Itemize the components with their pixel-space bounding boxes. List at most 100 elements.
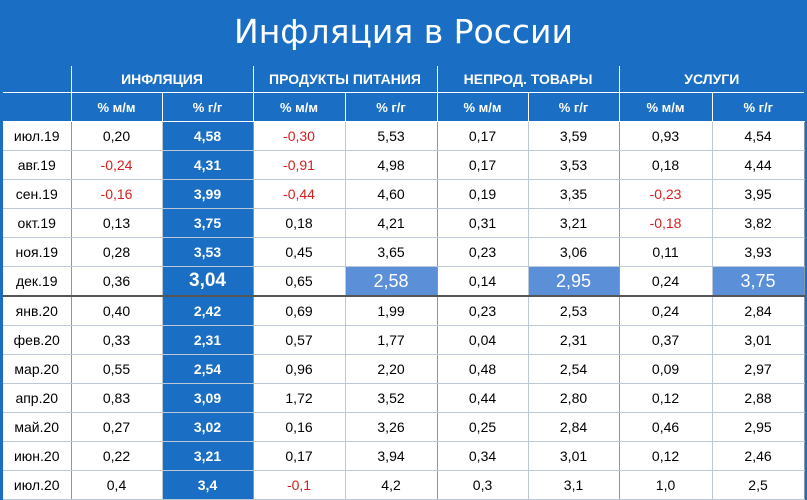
cell-food-mm: 0,45 <box>253 237 346 267</box>
subheader-mm: % м/м <box>619 92 713 122</box>
row-date: авг.19 <box>3 150 72 180</box>
row-date: июл.20 <box>3 470 72 500</box>
cell-inflation-yy: 3,04 <box>162 266 254 297</box>
row-date: янв.20 <box>3 296 72 326</box>
cell-food-yy: 3,94 <box>345 441 438 471</box>
row-date: ноя.19 <box>3 237 72 267</box>
group-header-inflation: ИНФЛЯЦИЯ <box>71 66 254 93</box>
cell-food-mm: 1,72 <box>253 383 346 413</box>
cell-services-yy: 3,93 <box>712 237 805 267</box>
cell-services-mm: 0,11 <box>619 237 713 267</box>
cell-nonfood-mm: 0,14 <box>437 266 529 297</box>
cell-services-mm: 0,93 <box>619 121 713 151</box>
row-date: фев.20 <box>3 325 72 355</box>
cell-nonfood-mm: 0,3 <box>437 470 529 500</box>
row-date: май.20 <box>3 412 72 442</box>
table-row: фев.20 0,33 2,31 0,57 1,77 0,04 2,31 0,37 3,01 <box>3 325 805 355</box>
cell-food-yy: 2,20 <box>345 354 438 384</box>
cell-inflation-mm: 0,36 <box>71 266 163 297</box>
cell-inflation-mm: 0,27 <box>71 412 163 442</box>
cell-inflation-yy: 3,75 <box>162 208 254 238</box>
cell-nonfood-yy: 3,59 <box>528 121 620 151</box>
cell-food-mm: 0,16 <box>253 412 346 442</box>
row-date: сен.19 <box>3 179 72 209</box>
cell-food-yy: 4,98 <box>345 150 438 180</box>
cell-nonfood-yy: 3,06 <box>528 237 620 267</box>
subheader-yy: % г/г <box>345 92 438 122</box>
cell-services-yy: 4,54 <box>712 121 805 151</box>
cell-services-mm: 0,24 <box>619 266 713 297</box>
cell-food-mm: 0,65 <box>253 266 346 297</box>
cell-nonfood-yy: 3,21 <box>528 208 620 238</box>
row-date: дек.19 <box>3 266 72 297</box>
table-row: авг.19 -0,24 4,31 -0,91 4,98 0,17 3,53 0,18 4,44 <box>3 150 805 180</box>
cell-nonfood-yy: 2,95 <box>528 266 620 297</box>
cell-food-yy: 1,99 <box>345 296 438 326</box>
cell-nonfood-yy: 3,01 <box>528 441 620 471</box>
cell-nonfood-yy: 2,84 <box>528 412 620 442</box>
cell-food-mm: -0,91 <box>253 150 346 180</box>
cell-food-mm: 0,18 <box>253 208 346 238</box>
table-row: окт.19 0,13 3,75 0,18 4,21 0,31 3,21 -0,18 3,82 <box>3 208 805 238</box>
cell-food-mm: 0,17 <box>253 441 346 471</box>
table-row: дек.19 0,36 3,04 0,65 2,58 0,14 2,95 0,24 3,75 <box>3 266 805 297</box>
cell-food-yy: 1,77 <box>345 325 438 355</box>
row-date: апр.20 <box>3 383 72 413</box>
cell-food-yy: 4,60 <box>345 179 438 209</box>
cell-inflation-mm: 0,55 <box>71 354 163 384</box>
cell-services-yy: 2,5 <box>712 470 805 500</box>
cell-nonfood-yy: 2,53 <box>528 296 620 326</box>
cell-inflation-yy: 3,53 <box>162 237 254 267</box>
group-header-nonfood: НЕПРОД. ТОВАРЫ <box>437 66 620 93</box>
cell-inflation-yy: 3,4 <box>162 470 254 500</box>
cell-nonfood-mm: 0,44 <box>437 383 529 413</box>
cell-food-mm: 0,57 <box>253 325 346 355</box>
cell-inflation-mm: 0,22 <box>71 441 163 471</box>
cell-inflation-yy: 3,99 <box>162 179 254 209</box>
cell-services-yy: 2,84 <box>712 296 805 326</box>
cell-food-mm: -0,44 <box>253 179 346 209</box>
cell-services-yy: 2,46 <box>712 441 805 471</box>
cell-nonfood-mm: 0,04 <box>437 325 529 355</box>
subheader-yy: % г/г <box>162 92 254 122</box>
row-date: июн.20 <box>3 441 72 471</box>
cell-nonfood-yy: 2,54 <box>528 354 620 384</box>
table-row: сен.19 -0,16 3,99 -0,44 4,60 0,19 3,35 -0,23 3,9… <box>3 179 805 209</box>
table-row: апр.20 0,83 3,09 1,72 3,52 0,44 2,80 0,12 2,88 <box>3 383 805 413</box>
cell-nonfood-mm: 0,19 <box>437 179 529 209</box>
cell-nonfood-mm: 0,48 <box>437 354 529 384</box>
cell-services-mm: 1,0 <box>619 470 713 500</box>
page-title: Инфляция в России <box>234 12 573 51</box>
inflation-table: ИНФЛЯЦИЯ ПРОДУКТЫ ПИТАНИЯ НЕПРОД. ТОВАРЫ… <box>3 66 805 500</box>
subheader-yy: % г/г <box>528 92 620 122</box>
cell-services-mm: 0,12 <box>619 441 713 471</box>
cell-services-yy: 3,82 <box>712 208 805 238</box>
cell-food-yy: 3,52 <box>345 383 438 413</box>
cell-inflation-mm: 0,33 <box>71 325 163 355</box>
cell-nonfood-yy: 3,35 <box>528 179 620 209</box>
row-date: июл.19 <box>3 121 72 151</box>
cell-inflation-yy: 4,31 <box>162 150 254 180</box>
cell-services-mm: 0,18 <box>619 150 713 180</box>
subheader-mm: % м/м <box>253 92 346 122</box>
cell-food-yy: 5,53 <box>345 121 438 151</box>
cell-food-yy: 4,2 <box>345 470 438 500</box>
cell-nonfood-yy: 2,31 <box>528 325 620 355</box>
subheader-mm: % м/м <box>437 92 529 122</box>
cell-nonfood-mm: 0,23 <box>437 237 529 267</box>
cell-nonfood-mm: 0,17 <box>437 121 529 151</box>
subheader-yy: % г/г <box>712 92 805 122</box>
cell-inflation-mm: 0,40 <box>71 296 163 326</box>
cell-inflation-yy: 2,31 <box>162 325 254 355</box>
table-body: июл.19 0,20 4,58 -0,30 5,53 0,17 3,59 0,93 4,54 а… <box>3 121 805 500</box>
cell-inflation-yy: 3,09 <box>162 383 254 413</box>
cell-nonfood-mm: 0,31 <box>437 208 529 238</box>
cell-nonfood-mm: 0,23 <box>437 296 529 326</box>
cell-food-yy: 4,21 <box>345 208 438 238</box>
corner-cell <box>3 92 72 122</box>
table-row: мар.20 0,55 2,54 0,96 2,20 0,48 2,54 0,09 2,97 <box>3 354 805 384</box>
cell-nonfood-yy: 3,53 <box>528 150 620 180</box>
table-row: июл.20 0,4 3,4 -0,1 4,2 0,3 3,1 1,0 2,5 <box>3 470 805 500</box>
cell-food-yy: 3,65 <box>345 237 438 267</box>
